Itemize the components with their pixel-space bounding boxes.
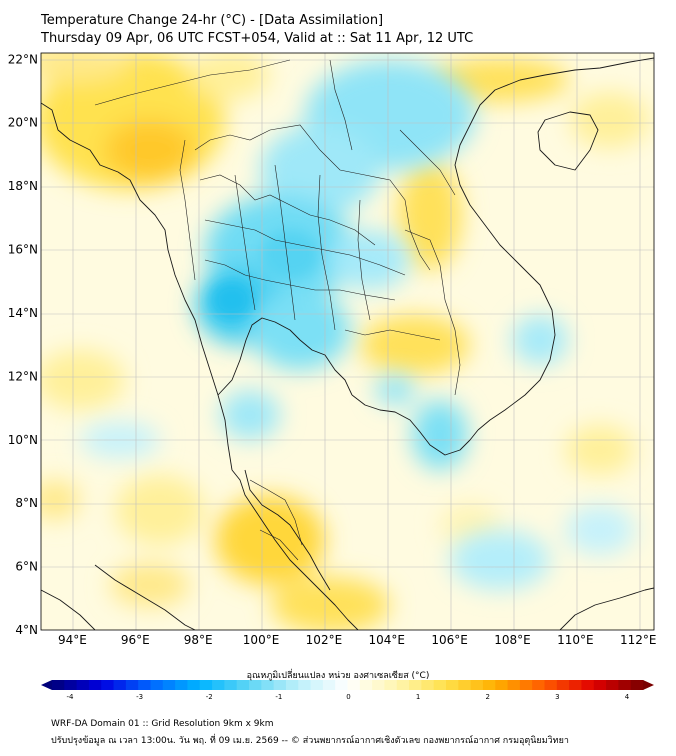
colorbar-cell [433, 680, 447, 690]
colorbar-tick-label: -3 [136, 693, 143, 701]
province-boundaries [94, 59, 461, 561]
colorbar-cell [322, 680, 336, 690]
colorbar-cell [556, 680, 570, 690]
warm-anomaly-field [41, 53, 650, 630]
cool-anomaly-core [210, 230, 320, 320]
lat-tick-label: 8°N [15, 496, 38, 510]
colorbar-cell [347, 680, 361, 690]
lon-tick-label: 104°E [369, 633, 406, 647]
lon-tick-label: 106°E [431, 633, 468, 647]
map-title: Temperature Change 24-hr (°C) - [Data As… [41, 13, 384, 28]
map-subtitle: Thursday 09 Apr, 06 UTC FCST+054, Valid … [41, 31, 474, 46]
lon-tick-label: 100°E [243, 633, 280, 647]
lat-tick-label: 4°N [15, 623, 38, 637]
colorbar-cell [249, 680, 262, 690]
colorbar-cell [138, 680, 151, 690]
lat-tick-label: 16°N [8, 243, 38, 257]
colorbar-tick-label: -4 [67, 693, 75, 701]
lon-tick-label: 102°E [306, 633, 343, 647]
colorbar-cell [396, 680, 410, 690]
colorbar-cell [187, 680, 201, 690]
lat-tick-label: 6°N [15, 560, 38, 574]
footer-model-info: WRF-DA Domain 01 :: Grid Resolution 9km … [51, 719, 274, 729]
latitude-labels: 22°N 20°N 18°N 16°N 14°N 12°N 10°N 8°N 6°N 4°N [8, 52, 38, 637]
colorbar-cell [212, 680, 225, 690]
colorbar-cell [52, 680, 65, 690]
colorbar-under-arrow [41, 680, 52, 690]
colorbar-cell [261, 680, 275, 690]
lat-tick-label: 20°N [8, 116, 38, 130]
lat-tick-label: 22°N [8, 52, 38, 66]
colorbar-tick-label: 2 [486, 693, 490, 701]
colorbar-cell [285, 680, 299, 690]
colorbar-cell [519, 680, 533, 690]
colorbar-cell [482, 680, 496, 690]
colorbar-cell [113, 680, 127, 690]
colorbar-cell [384, 680, 398, 690]
colorbar-cell [532, 680, 545, 690]
colorbar-label: อุณหภูมิเปลี่ยนแปลง หน่วย องศาเซลเซียส (… [246, 671, 430, 681]
colorbar-cell [76, 680, 90, 690]
graticule [41, 53, 654, 630]
colorbar-tick-label: -2 [206, 693, 213, 701]
colorbar-cell [446, 680, 459, 690]
colorbar-cell [236, 680, 250, 690]
colorbar-cell [421, 680, 435, 690]
colorbar-cell [507, 680, 521, 690]
lat-tick-label: 12°N [8, 369, 38, 383]
colorbar-tick-label: -1 [275, 693, 282, 701]
lon-tick-label: 110°E [557, 633, 594, 647]
colorbar-over-arrow [643, 680, 654, 690]
colorbar: -4 -3 -2 -1 0 1 2 3 4 [41, 680, 654, 701]
colorbar-tick-label: 4 [625, 693, 630, 701]
colorbar-cell [359, 680, 373, 690]
colorbar-cell [335, 680, 348, 690]
map-plot-area [41, 53, 654, 630]
colorbar-tick-label: 3 [555, 693, 559, 701]
lon-tick-label: 98°E [184, 633, 213, 647]
colorbar-cell [224, 680, 238, 690]
colorbar-cell [372, 680, 385, 690]
colorbar-cell [175, 680, 188, 690]
colorbar-cell [618, 680, 632, 690]
lon-tick-label: 96°E [121, 633, 150, 647]
colorbar-cell [581, 680, 595, 690]
colorbar-cell [150, 680, 164, 690]
colorbar-cell [298, 680, 312, 690]
lon-tick-label: 94°E [58, 633, 87, 647]
lat-tick-label: 18°N [8, 179, 38, 193]
footer-update-info: ปรับปรุงข้อมูล ณ เวลา 13:00น. วัน พฤ. ที… [51, 736, 569, 746]
colorbar-cell [199, 680, 213, 690]
colorbar-cell [630, 680, 644, 690]
colorbar-cell [101, 680, 115, 690]
colorbar-cell [409, 680, 422, 690]
lat-tick-label: 10°N [8, 433, 38, 447]
colorbar-cell [125, 680, 139, 690]
lon-tick-label: 112°E [620, 633, 657, 647]
colorbar-cell [64, 680, 78, 690]
colorbar-cell [310, 680, 324, 690]
lat-tick-label: 14°N [8, 306, 38, 320]
lon-tick-label: 108°E [494, 633, 531, 647]
colorbar-cell [593, 680, 607, 690]
colorbar-cell [458, 680, 472, 690]
colorbar-tick-label: 1 [416, 693, 420, 701]
colorbar-cell [88, 680, 102, 690]
colorbar-cell [162, 680, 176, 690]
colorbar-tick-label: 0 [346, 693, 350, 701]
longitude-labels: 94°E 96°E 98°E 100°E 102°E 104°E 106°E 108°E 110… [58, 633, 657, 647]
coastlines [41, 57, 654, 630]
colorbar-cell [495, 680, 509, 690]
colorbar-cell [606, 680, 619, 690]
colorbar-cell [273, 680, 287, 690]
colorbar-cell [470, 680, 484, 690]
colorbar-cell [544, 680, 558, 690]
map-frame [40, 52, 655, 631]
colorbar-cell [569, 680, 582, 690]
